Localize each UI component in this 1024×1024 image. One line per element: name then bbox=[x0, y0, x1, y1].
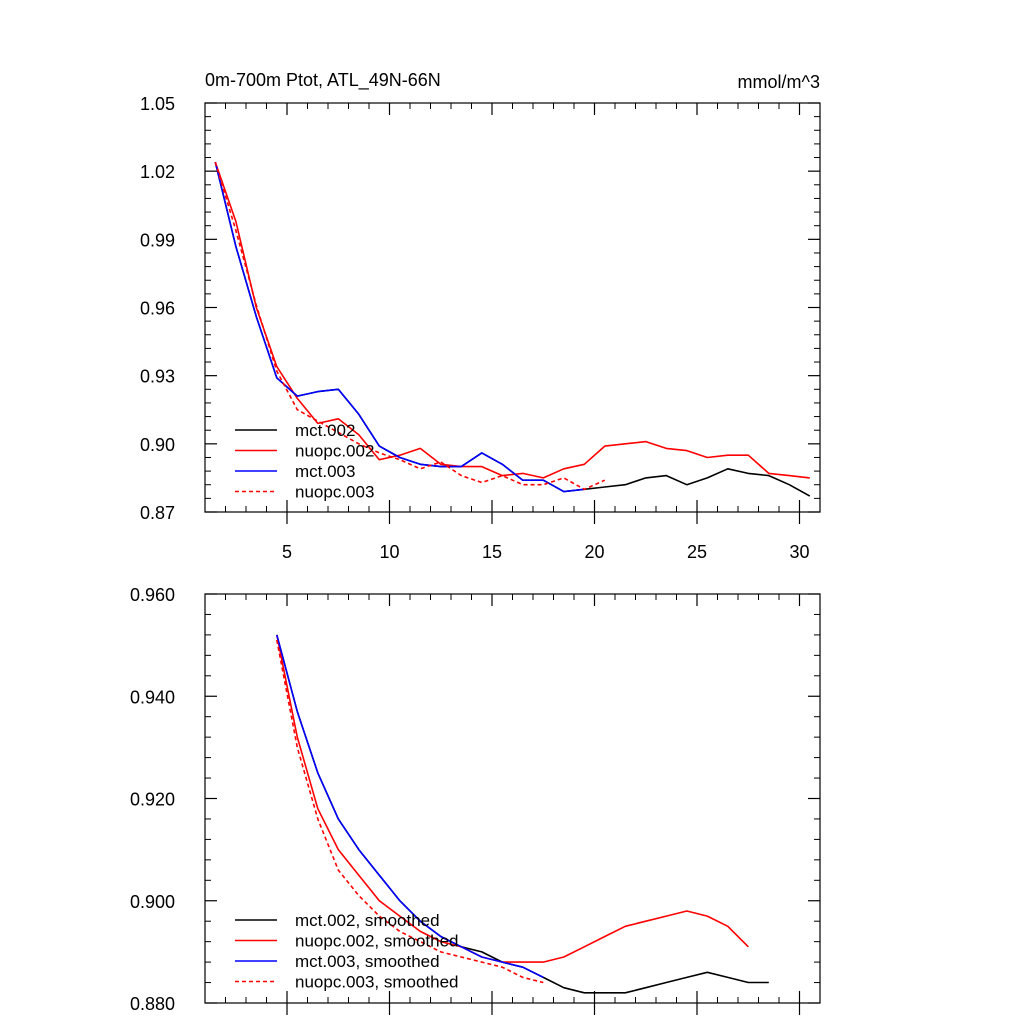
y-tick-label: 0.940 bbox=[130, 687, 175, 707]
series-line-mct-003 bbox=[214, 161, 585, 493]
bottom-plot-frame bbox=[204, 593, 821, 1004]
legend-label: mct.003 bbox=[295, 462, 355, 481]
top-axis-ticks: 5 10 15 20 25 30 0.87 0.90 0.93 0.96 0.99 1.02 1.05 bbox=[140, 94, 821, 562]
series-line-mct-003-smoothed bbox=[276, 634, 544, 979]
y-tick-label: 0.96 bbox=[140, 299, 175, 319]
bottom-series-lines bbox=[276, 634, 769, 994]
legend-label: nuopc.002 bbox=[295, 442, 374, 461]
bottom-axis-ticks: 0.880 0.900 0.920 0.940 0.960 bbox=[130, 585, 821, 1015]
series-line-nuopc-003-smoothed bbox=[276, 639, 544, 984]
y-tick-label: 1.02 bbox=[140, 162, 175, 182]
bottom-plot-panel: 0.880 0.900 0.920 0.940 0.960 mct.002, smoot… bbox=[130, 585, 821, 1015]
top-series-lines bbox=[214, 161, 811, 497]
legend-label: mct.003, smoothed bbox=[295, 952, 440, 971]
top-plot-frame bbox=[204, 102, 821, 513]
y-tick-label: 0.920 bbox=[130, 790, 175, 810]
top-plot-panel: 0m-700m Ptot, ATL_49N-66N mmol/m^3 5 10 15… bbox=[140, 70, 821, 562]
x-tick-label: 10 bbox=[379, 542, 399, 562]
x-tick-label: 30 bbox=[789, 542, 809, 562]
x-tick-label: 25 bbox=[687, 542, 707, 562]
legend-label: nuopc.003, smoothed bbox=[295, 973, 459, 992]
y-tick-label: 0.99 bbox=[140, 230, 175, 250]
series-line-nuopc-002-smoothed bbox=[276, 634, 749, 963]
y-tick-label: 0.960 bbox=[130, 585, 175, 605]
y-tick-label: 1.05 bbox=[140, 94, 175, 114]
chart-title: 0m-700m Ptot, ATL_49N-66N bbox=[205, 70, 441, 91]
y-tick-label: 0.90 bbox=[140, 435, 175, 455]
x-tick-label: 20 bbox=[584, 542, 604, 562]
bottom-legend: mct.002, smoothed nuopc.002, smoothedmct.… bbox=[235, 911, 459, 992]
x-tick-label: 15 bbox=[482, 542, 502, 562]
series-line-nuopc-003 bbox=[214, 161, 606, 491]
legend-label: mct.002 bbox=[295, 421, 355, 440]
units-label: mmol/m^3 bbox=[738, 72, 820, 92]
y-tick-label: 0.93 bbox=[140, 367, 175, 387]
legend-label: nuopc.003 bbox=[295, 483, 374, 502]
y-tick-label: 0.880 bbox=[130, 994, 175, 1014]
y-tick-label: 0.87 bbox=[140, 503, 175, 523]
x-tick-label: 5 bbox=[282, 542, 292, 562]
y-tick-label: 0.900 bbox=[130, 892, 175, 912]
legend-label: nuopc.002, smoothed bbox=[295, 932, 459, 951]
legend-label: mct.002, smoothed bbox=[295, 911, 440, 930]
